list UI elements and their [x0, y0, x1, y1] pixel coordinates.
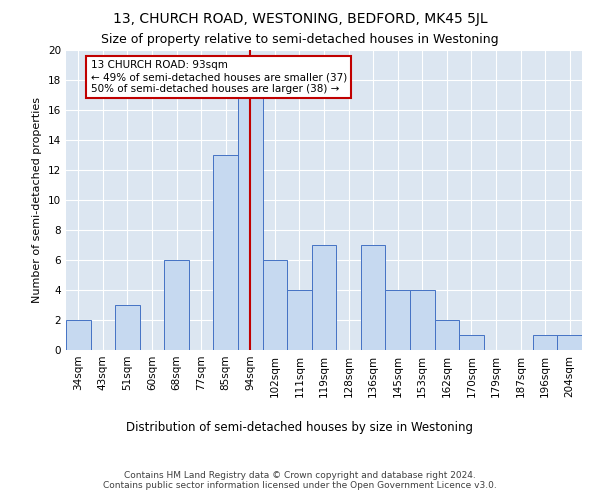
Y-axis label: Number of semi-detached properties: Number of semi-detached properties: [32, 97, 43, 303]
Bar: [361, 245, 385, 350]
Bar: [164, 260, 189, 350]
Text: Distribution of semi-detached houses by size in Westoning: Distribution of semi-detached houses by …: [127, 421, 473, 434]
Text: 13, CHURCH ROAD, WESTONING, BEDFORD, MK45 5JL: 13, CHURCH ROAD, WESTONING, BEDFORD, MK4…: [113, 12, 487, 26]
Bar: [263, 260, 287, 350]
Bar: [533, 335, 557, 350]
Bar: [459, 335, 484, 350]
Bar: [238, 95, 263, 350]
Bar: [434, 320, 459, 350]
Bar: [557, 335, 582, 350]
Bar: [214, 155, 238, 350]
Bar: [287, 290, 312, 350]
Bar: [312, 245, 336, 350]
Bar: [385, 290, 410, 350]
Text: Size of property relative to semi-detached houses in Westoning: Size of property relative to semi-detach…: [101, 32, 499, 46]
Text: 13 CHURCH ROAD: 93sqm
← 49% of semi-detached houses are smaller (37)
50% of semi: 13 CHURCH ROAD: 93sqm ← 49% of semi-deta…: [91, 60, 347, 94]
Bar: [66, 320, 91, 350]
Bar: [115, 305, 140, 350]
Text: Contains HM Land Registry data © Crown copyright and database right 2024.
Contai: Contains HM Land Registry data © Crown c…: [103, 470, 497, 490]
Bar: [410, 290, 434, 350]
